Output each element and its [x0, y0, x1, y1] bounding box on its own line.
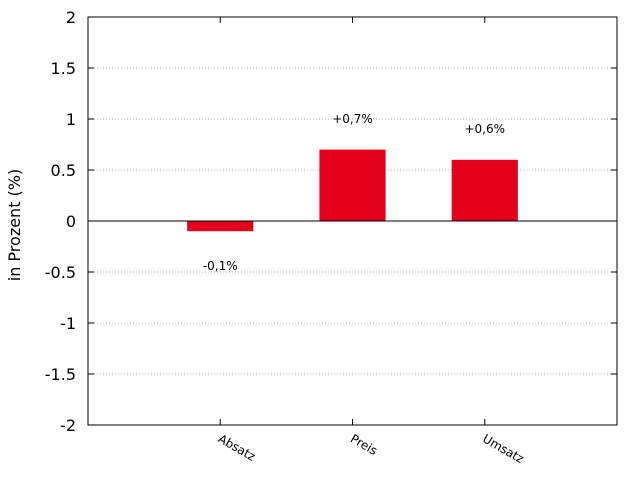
- data-label: +0,6%: [464, 122, 505, 136]
- y-tick-label: 2: [66, 8, 76, 27]
- y-tick-label: -1: [60, 314, 76, 333]
- y-tick-label: 0: [66, 212, 76, 231]
- bar-umsatz: [451, 159, 518, 221]
- data-label: -0,1%: [203, 259, 238, 273]
- y-tick-label: -0.5: [45, 263, 76, 282]
- plot-frame: [87, 16, 618, 426]
- data-labels: -0,1% +0,7% +0,6%: [203, 112, 505, 273]
- x-category-labels: Absatz Preis Umsatz: [216, 17, 526, 466]
- bar-absatz: [187, 221, 254, 232]
- y-axis-title: in Prozent (%): [5, 169, 24, 281]
- y-tick-label: 1.5: [51, 59, 76, 78]
- x-category-label: Preis: [348, 431, 380, 457]
- y-tick-label: 1: [66, 110, 76, 129]
- y-ticks: -2 -1.5 -1 -0.5 0 0.5 1 1.5 2: [45, 8, 617, 435]
- x-category-label: Absatz: [216, 431, 258, 463]
- x-category-label: Umsatz: [480, 431, 526, 466]
- bar-preis: [319, 149, 386, 221]
- y-tick-label: -1.5: [45, 365, 76, 384]
- data-label: +0,7%: [332, 112, 373, 126]
- y-tick-label: -2: [60, 416, 76, 435]
- bars: [187, 149, 518, 232]
- y-tick-label: 0.5: [51, 161, 76, 180]
